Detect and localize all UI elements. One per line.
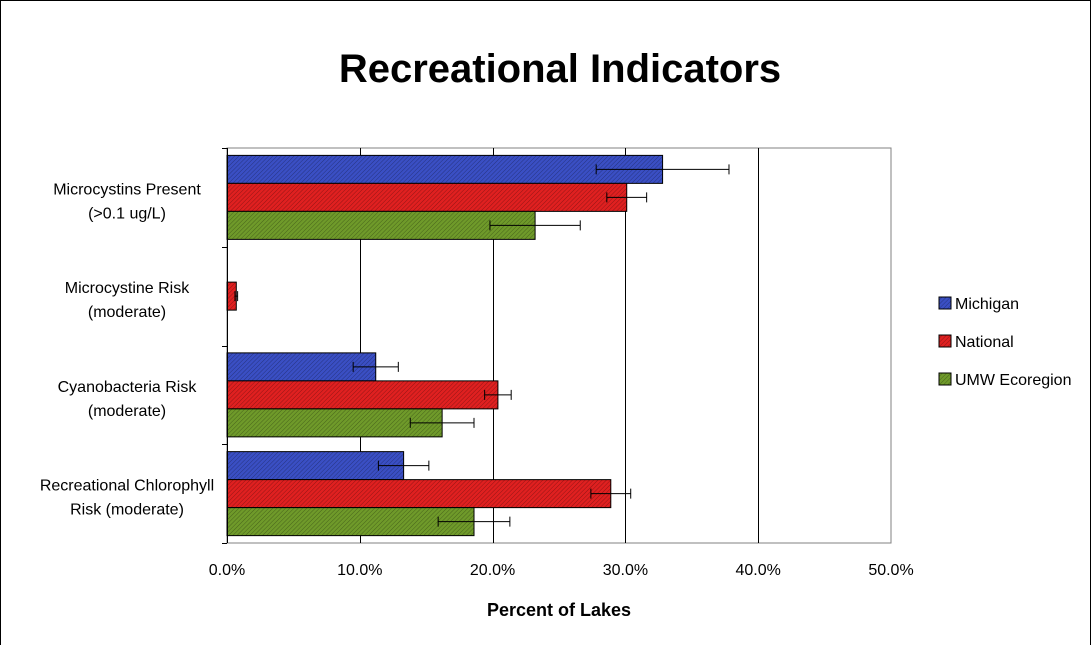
legend-item-national: National — [939, 334, 1014, 351]
legend-item-michigan: Michigan — [939, 296, 1019, 313]
bar-umw-ecoregion-4 — [227, 508, 474, 536]
legend-label-national: National — [955, 334, 1014, 351]
x-tick-label-2: 10.0% — [337, 562, 382, 579]
legend-swatch-umw-ecoregion — [939, 373, 951, 385]
bar-national-4 — [227, 480, 611, 508]
bar-michigan-4 — [227, 452, 404, 480]
x-tick-label-3: 20.0% — [470, 562, 515, 579]
legend-item-umw-ecoregion: UMW Ecoregion — [939, 372, 1071, 389]
category-label-2: Microcystine Risk (moderate) — [65, 280, 190, 321]
legend-label-michigan: Michigan — [955, 296, 1019, 313]
legend-swatch-national — [939, 335, 951, 347]
legend-label-umw-ecoregion: UMW Ecoregion — [955, 372, 1071, 389]
chart-title: Recreational Indicators — [339, 47, 781, 91]
category-label-3: Cyanobacteria Risk (moderate) — [58, 379, 198, 420]
bar-national-1 — [227, 183, 627, 211]
x-tick-label-6: 50.0% — [868, 562, 913, 579]
category-label-1: Microcystins Present (>0.1 ug/L) — [53, 181, 201, 222]
bar-umw-ecoregion-1 — [227, 211, 535, 239]
bar-national-3 — [227, 381, 498, 409]
x-tick-label-1: 0.0% — [209, 562, 245, 579]
category-label-4: Recreational Chlorophyll Risk (moderate) — [40, 478, 214, 519]
legend-swatch-michigan — [939, 297, 951, 309]
x-tick-label-5: 40.0% — [736, 562, 781, 579]
x-axis-title: Percent of Lakes — [487, 600, 631, 620]
x-tick-label-4: 30.0% — [603, 562, 648, 579]
